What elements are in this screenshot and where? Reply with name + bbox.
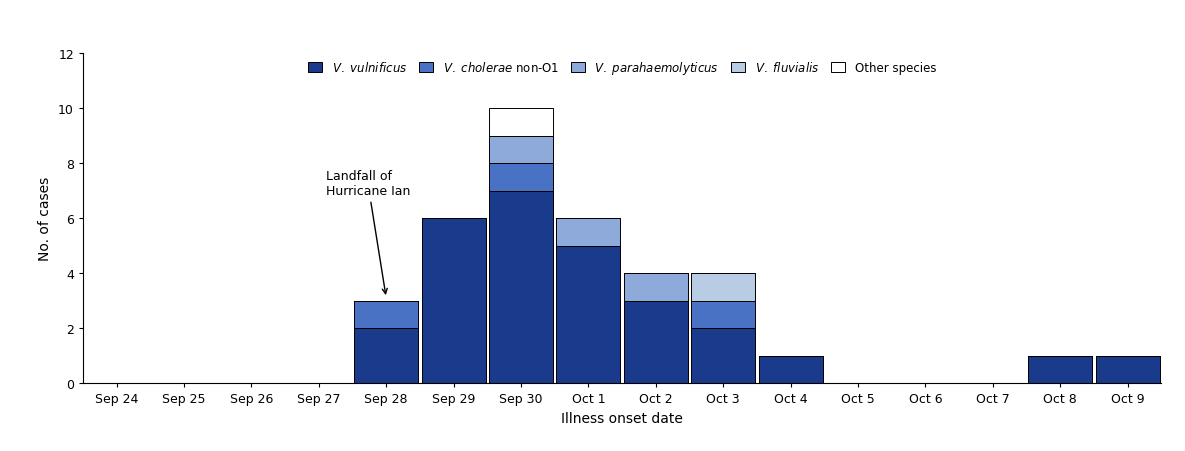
Text: Landfall of
Hurricane Ian: Landfall of Hurricane Ian	[326, 170, 410, 294]
Bar	[557, 246, 621, 383]
Bar	[623, 274, 687, 301]
Bar	[1096, 356, 1160, 383]
Bar	[758, 356, 822, 383]
Bar	[691, 274, 755, 301]
Bar	[691, 301, 755, 328]
Bar	[489, 164, 553, 191]
Bar	[691, 328, 755, 383]
Bar	[623, 301, 687, 383]
Legend: $\it{V.}$ $\it{vulnificus}$, $\it{V.}$ $\it{cholerae}$ non-O1, $\it{V.}$ $\it{pa: $\it{V.}$ $\it{vulnificus}$, $\it{V.}$ $…	[308, 60, 936, 77]
Y-axis label: No. of cases: No. of cases	[38, 177, 52, 261]
Bar	[354, 328, 418, 383]
Bar	[422, 219, 486, 383]
Bar	[489, 136, 553, 164]
Bar	[489, 191, 553, 383]
Bar	[354, 301, 418, 328]
Bar	[557, 219, 621, 246]
Bar	[1029, 356, 1093, 383]
X-axis label: Illness onset date: Illness onset date	[562, 411, 683, 425]
Bar	[489, 109, 553, 136]
